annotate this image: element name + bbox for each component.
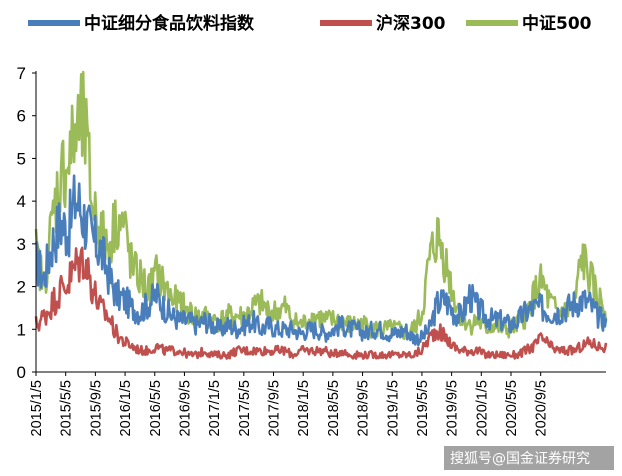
x-tick-label: 2015/9/5 [88,380,104,436]
x-tick-label: 2018/1/5 [296,380,312,436]
series-line-food-beverage [35,174,608,347]
y-tick-label: 6 [17,107,26,126]
y-tick-label: 4 [17,192,26,211]
chart-legend: 中证细分食品饮料指数 沪深300 中证500 [28,13,592,34]
x-tick-label: 2016/5/5 [148,380,164,436]
y-tick-label: 1 [17,320,26,339]
x-tick-label: 2020/9/5 [534,380,550,436]
x-tick-label: 2015/5/5 [59,380,75,436]
x-axis: 2015/1/5 2015/5/5 2015/9/5 2016/1/5 2016/5/5… [29,371,606,436]
legend-label-csi500: 中证500 [522,13,592,34]
y-tick-label: 5 [17,149,26,168]
plot-area [34,70,608,360]
y-tick-label: 7 [17,64,26,83]
x-tick-label: 2017/1/5 [207,380,223,436]
x-tick-label: 2017/5/5 [237,380,253,436]
y-tick-label: 2 [17,278,26,297]
legend-label-csi300: 沪深300 [376,13,446,34]
watermark-background [444,446,614,470]
x-tick-label: 2015/1/5 [29,380,45,436]
y-tick-label: 3 [17,235,26,254]
x-tick-label: 2017/9/5 [267,380,283,436]
x-tick-label: 2020/1/5 [474,380,490,436]
x-tick-label: 2016/9/5 [177,380,193,436]
y-axis: 0 1 2 3 4 5 6 7 [17,64,37,382]
series-line-csi300 [34,246,608,360]
x-tick-label: 2019/9/5 [445,380,461,436]
x-tick-label: 2019/1/5 [385,380,401,436]
series-line-csi500 [34,70,608,341]
x-tick-label: 2020/5/5 [504,380,520,436]
x-tick-label: 2018/5/5 [326,380,342,436]
x-tick-label: 2019/5/5 [415,380,431,436]
legend-label-food-beverage: 中证细分食品饮料指数 [84,13,255,34]
x-tick-label: 2016/1/5 [118,380,134,436]
watermark: 搜狐号@国金证券研究 [444,446,614,470]
x-tick-label: 2018/9/5 [356,380,372,436]
y-tick-label: 0 [17,363,26,382]
watermark-text: 搜狐号@国金证券研究 [450,451,590,467]
